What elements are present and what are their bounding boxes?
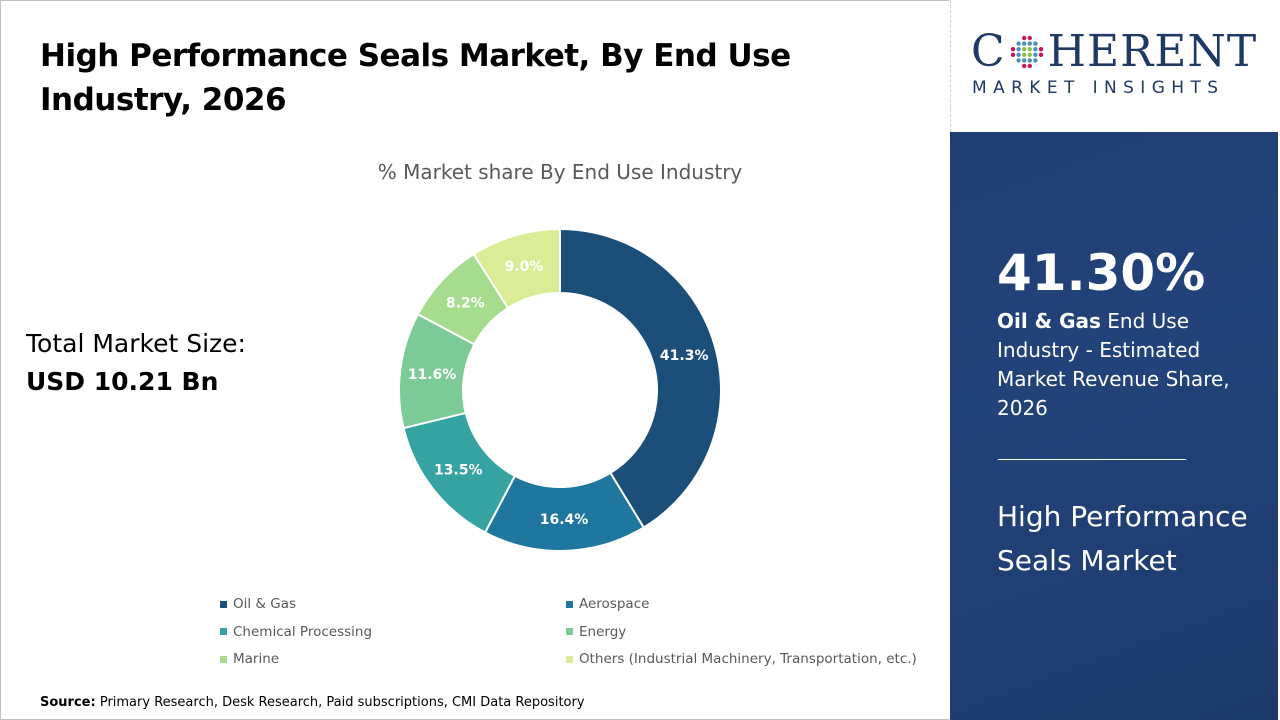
logo-wordmark: C HERENT [971,26,1258,77]
legend-swatch [220,628,227,635]
highlight-text: End Use Industry - Estimated Market Reve… [997,309,1230,420]
total-market-value: USD 10.21 Bn [26,367,219,396]
legend-item: Energy [566,624,626,640]
legend-item: Others (Industrial Machinery, Transporta… [566,651,917,667]
total-market-label: Total Market Size: [26,329,246,358]
data-label: 11.6% [408,367,457,383]
donut-slice-0 [559,227,722,529]
globe-dots-icon [1010,35,1043,68]
data-label: 16.4% [540,512,589,528]
legend-label: Chemical Processing [233,623,373,640]
chart-title: % Market share By End Use Industry [377,160,743,184]
source-note: Source: Primary Research, Desk Research,… [40,695,585,710]
data-label: 9.0% [505,259,544,275]
legend-item: Marine [220,651,279,667]
highlight-panel: 41.30% Oil & Gas End Use Industry - Esti… [950,132,1278,720]
source-text: Primary Research, Desk Research, Paid su… [99,695,585,710]
legend-item: Oil & Gas [220,596,296,612]
legend-item: Chemical Processing [220,624,372,640]
highlight-description: Oil & Gas End Use Industry - Estimated M… [997,307,1257,423]
legend-item: Aerospace [566,596,649,612]
legend-swatch [566,628,573,635]
highlight-value: 41.30% [997,244,1206,302]
donut-slice-5 [472,227,561,310]
data-label: 41.3% [660,348,709,364]
legend-swatch [566,600,573,608]
legend-label: Energy [579,623,627,640]
legend-label: Aerospace [579,596,650,612]
logo-subtitle: MARKET INSIGHTS [972,78,1225,98]
legend-label: Marine [233,651,280,667]
page-title: High Performance Seals Market, By End Us… [40,38,791,118]
legend-swatch [220,600,227,608]
total-market-size: Total Market Size: USD 10.21 Bn [26,325,246,401]
company-logo: C HERENT MARKET INSIGHTS [950,0,1280,132]
legend-label: Others (Industrial Machinery, Transporta… [579,651,917,667]
legend-swatch [220,655,227,663]
divider [998,459,1186,460]
data-label: 8.2% [446,295,485,311]
legend-label: Oil & Gas [233,596,297,612]
highlight-segment: Oil & Gas [997,309,1101,333]
market-name: High Performance Seals Market [997,500,1248,577]
legend-swatch [566,655,573,663]
data-label: 13.5% [434,462,483,478]
donut-chart: 41.3% 16.4% 13.5% 11.6% 8.2% 9.0% [398,227,722,552]
source-label: Source: [40,695,96,710]
